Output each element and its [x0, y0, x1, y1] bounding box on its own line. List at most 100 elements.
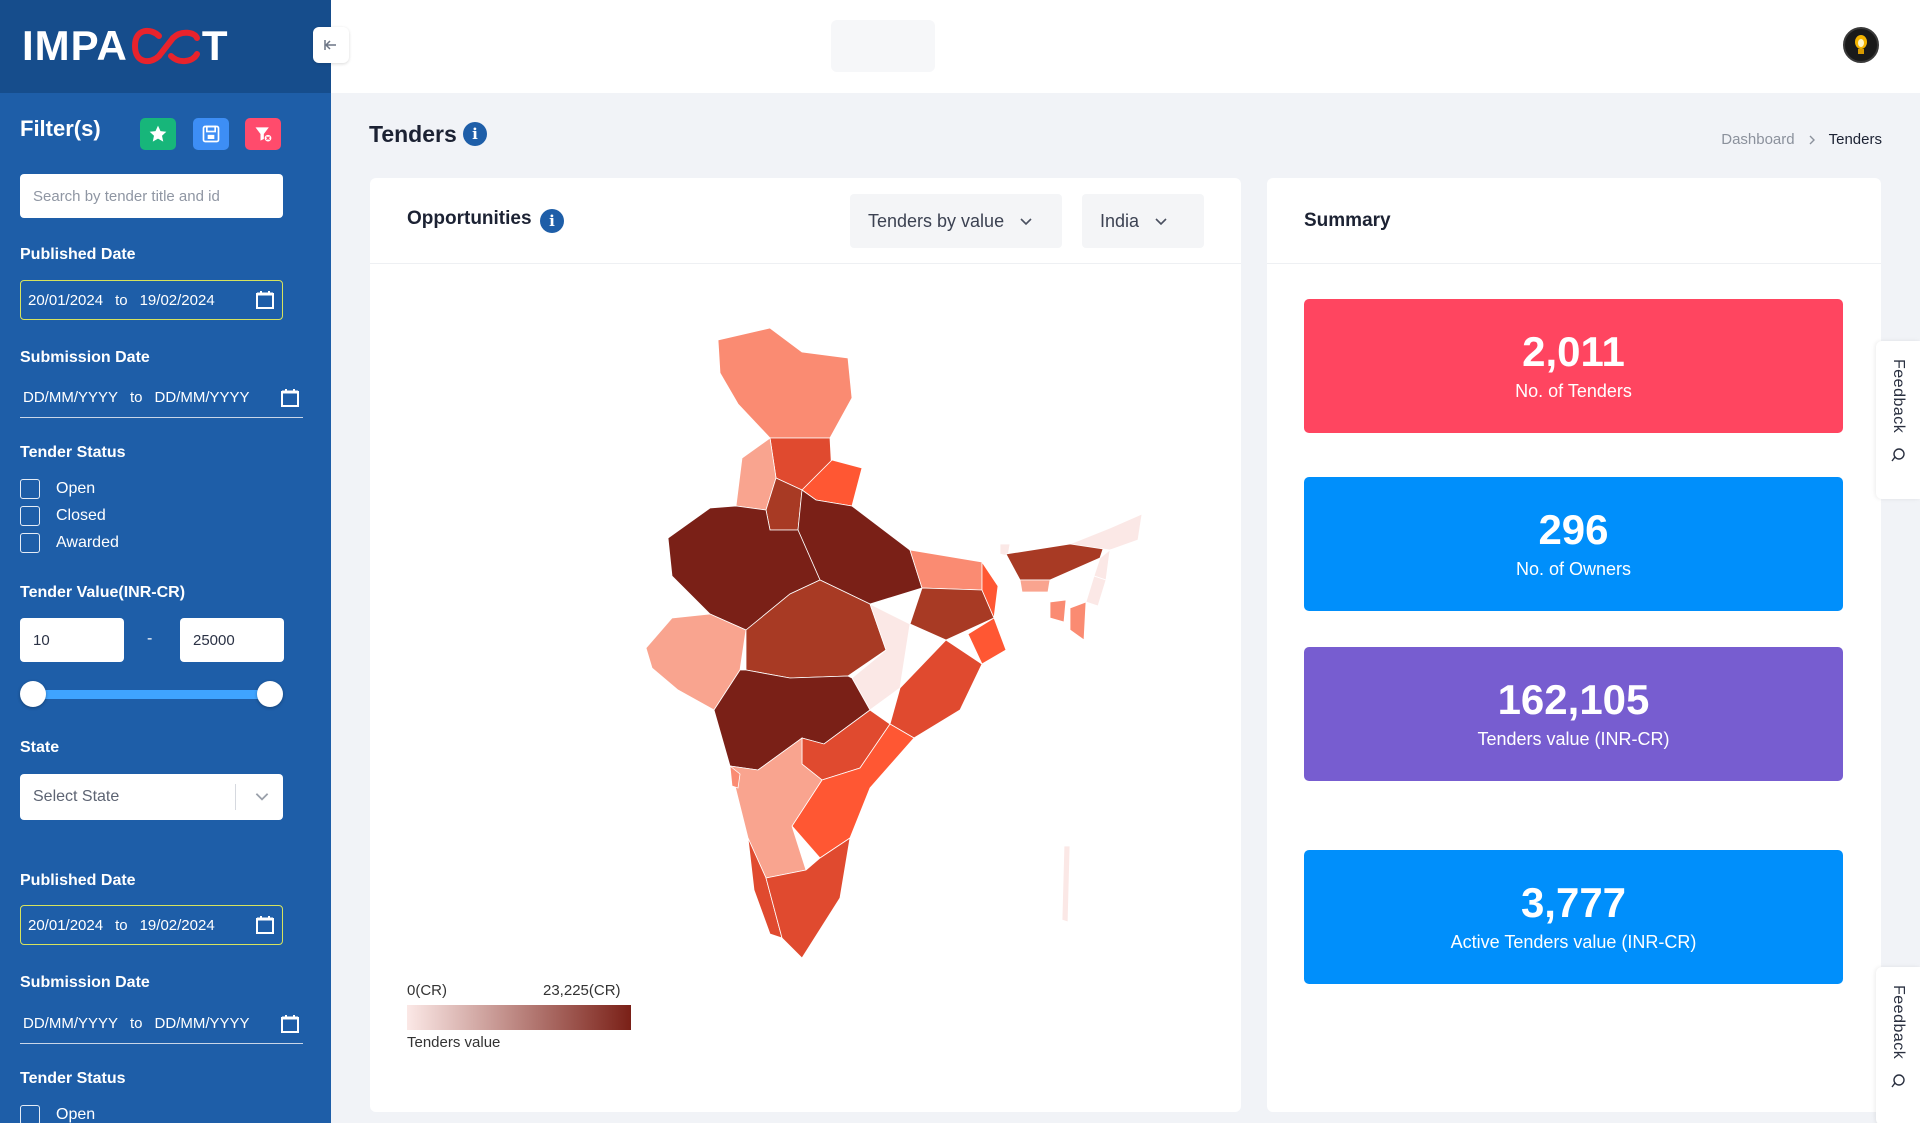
- region-meghalaya[interactable]: [1019, 579, 1051, 593]
- info-icon[interactable]: i: [540, 209, 564, 233]
- checkbox[interactable]: [20, 533, 40, 553]
- date-separator: to: [115, 916, 128, 934]
- max-value-input[interactable]: 25000: [180, 618, 284, 662]
- calendar-icon[interactable]: [280, 388, 300, 408]
- top-bar: [331, 0, 1920, 93]
- state-label: State: [20, 739, 60, 756]
- stat-label: No. of Tenders: [1515, 380, 1632, 401]
- state-select[interactable]: Select State: [20, 774, 283, 820]
- region-jharkhand[interactable]: [909, 587, 995, 641]
- submission-from: DD/MM/YYYY: [23, 389, 119, 406]
- status-label: Awarded: [56, 534, 119, 551]
- checkbox[interactable]: [20, 479, 40, 499]
- region-dropdown-value: India: [1100, 210, 1140, 231]
- feedback-tab[interactable]: Feedback: [1876, 967, 1920, 1123]
- summary-card: Summary 2,011 No. of Tenders 296 No. of …: [1267, 178, 1881, 1112]
- search-placeholder: Search by tender title and id: [33, 187, 220, 205]
- favorite-filter-button[interactable]: [140, 118, 176, 150]
- legend-caption: Tenders value: [407, 1034, 501, 1051]
- calendar-icon[interactable]: [255, 290, 275, 310]
- calendar-icon[interactable]: [280, 1014, 300, 1034]
- feedback-tab[interactable]: Feedback: [1876, 341, 1920, 499]
- metric-dropdown[interactable]: Tenders by value: [850, 194, 1062, 248]
- region-manipur[interactable]: [1085, 575, 1107, 607]
- submission-date-range[interactable]: DD/MM/YYYY to DD/MM/YYYY: [20, 378, 303, 418]
- feedback-label: Feedback: [1890, 359, 1907, 434]
- stat-value: 2,011: [1522, 328, 1625, 376]
- breadcrumb-tenders: Tenders: [1828, 131, 1882, 148]
- impacct-logo[interactable]: IMPA T: [22, 22, 229, 70]
- published-date-label: Published Date: [20, 872, 136, 889]
- collapse-sidebar-button[interactable]: [313, 27, 349, 63]
- stat-label: Tenders value (INR-CR): [1477, 728, 1670, 749]
- published-date-range[interactable]: 20/01/2024 to 19/02/2024: [20, 280, 283, 320]
- range-min-handle[interactable]: [20, 681, 46, 707]
- published-from: 20/01/2024: [28, 291, 104, 309]
- calendar-icon[interactable]: [255, 915, 275, 935]
- status-open-checkbox[interactable]: Open: [20, 1105, 95, 1123]
- region-mizoram[interactable]: [1069, 601, 1087, 641]
- status-awarded-checkbox[interactable]: Awarded: [20, 533, 119, 553]
- star-icon: [149, 125, 167, 142]
- india-choropleth-map[interactable]: [570, 318, 1210, 998]
- summary-title: Summary: [1304, 210, 1391, 231]
- chat-bubble-icon: [1891, 1074, 1905, 1088]
- breadcrumb: Dashboard Tenders: [1721, 131, 1882, 148]
- stat-label: Active Tenders value (INR-CR): [1450, 931, 1697, 952]
- region-jammu-kashmir[interactable]: [717, 327, 853, 439]
- region-bihar[interactable]: [909, 549, 983, 591]
- user-avatar[interactable]: [1843, 27, 1879, 63]
- search-input[interactable]: Search by tender title and id: [20, 174, 283, 218]
- region-tamil-nadu[interactable]: [765, 837, 851, 959]
- published-to: 19/02/2024: [139, 916, 215, 934]
- metric-dropdown-value: Tenders by value: [868, 210, 1005, 231]
- avatar-icon: [1855, 35, 1867, 54]
- region-tripura[interactable]: [1049, 599, 1067, 623]
- region-andhra[interactable]: [791, 723, 915, 859]
- published-date-label: Published Date: [20, 246, 136, 263]
- feedback-label: Feedback: [1890, 985, 1907, 1060]
- opportunities-header: Opportunities i Tenders by value India: [370, 178, 1241, 264]
- checkbox[interactable]: [20, 1105, 40, 1123]
- stat-value: 3,777: [1520, 879, 1627, 927]
- status-label: Open: [56, 480, 96, 497]
- chevron-down-icon: [1020, 218, 1032, 226]
- region-andaman[interactable]: [1061, 845, 1071, 923]
- submission-date-label: Submission Date: [20, 974, 150, 991]
- date-separator: to: [115, 291, 128, 309]
- range-dash: -: [147, 630, 153, 647]
- region-goa[interactable]: [729, 765, 741, 789]
- chevron-right-icon: [1809, 135, 1815, 144]
- info-icon[interactable]: i: [463, 122, 487, 146]
- chat-bubble-icon: [1891, 448, 1905, 462]
- published-date-range[interactable]: 20/01/2024 to 19/02/2024: [20, 905, 283, 945]
- chevron-down-icon: [255, 793, 269, 801]
- date-separator: to: [130, 1015, 143, 1032]
- min-value-input[interactable]: 10: [20, 618, 124, 662]
- logo-infinity-mark: [131, 27, 200, 65]
- summary-header: Summary: [1267, 178, 1881, 264]
- value-range-slider[interactable]: [32, 690, 271, 699]
- filter-sidebar: IMPA T Filter(s) Search by tender title …: [0, 0, 331, 1123]
- legend-min-label: 0(CR): [407, 982, 447, 999]
- state-placeholder: Select State: [33, 788, 120, 805]
- save-filter-button[interactable]: [193, 118, 229, 150]
- submission-date-range[interactable]: DD/MM/YYYY to DD/MM/YYYY: [20, 1004, 303, 1044]
- status-open-checkbox[interactable]: Open: [20, 479, 95, 499]
- range-max-handle[interactable]: [257, 681, 283, 707]
- breadcrumb-dashboard[interactable]: Dashboard: [1721, 131, 1795, 148]
- stat-card-tenders-value[interactable]: 162,105 Tenders value (INR-CR): [1304, 647, 1843, 781]
- checkbox[interactable]: [20, 506, 40, 526]
- stat-card-owners[interactable]: 296 No. of Owners: [1304, 477, 1843, 611]
- region-kerala[interactable]: [747, 837, 783, 939]
- region-arunachal[interactable]: [1068, 513, 1143, 551]
- status-closed-checkbox[interactable]: Closed: [20, 506, 106, 526]
- stat-card-active-tenders-value[interactable]: 3,777 Active Tenders value (INR-CR): [1304, 850, 1843, 984]
- stat-value: 296: [1538, 506, 1609, 554]
- published-from: 20/01/2024: [28, 916, 104, 934]
- stat-card-tenders[interactable]: 2,011 No. of Tenders: [1304, 299, 1843, 433]
- status-label: Closed: [56, 507, 106, 524]
- submission-from: DD/MM/YYYY: [23, 1015, 119, 1032]
- clear-filter-button[interactable]: [245, 118, 281, 150]
- region-dropdown[interactable]: India: [1082, 194, 1204, 248]
